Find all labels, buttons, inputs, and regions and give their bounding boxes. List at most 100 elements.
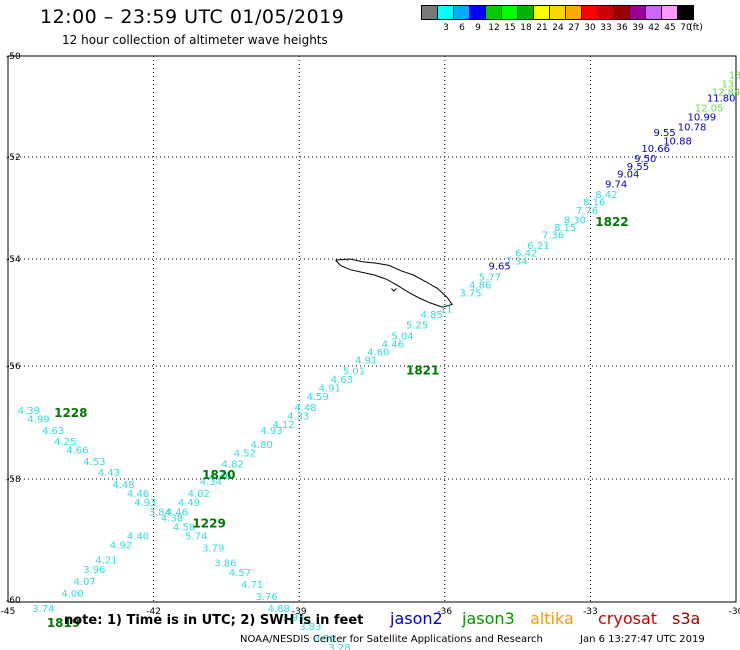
wave-height-label: 12.84 [712, 87, 740, 98]
wave-height-label: 13 [729, 71, 740, 82]
wave-height-label: 4.63 [42, 426, 64, 437]
wave-height-label: 4.49 [178, 498, 200, 509]
wave-height-label: 4.93 [260, 426, 282, 437]
lat-tick-label: -54 [6, 255, 21, 265]
wave-height-label: 4.66 [66, 446, 88, 457]
wave-height-label: 8.16 [583, 197, 605, 208]
wave-height-label: 11.80 [707, 93, 736, 104]
wave-height-label: 3.79 [202, 544, 224, 555]
wave-height-label: 4.46 [127, 489, 149, 500]
wave-height-label: 9.04 [617, 169, 639, 180]
wave-height-label: 4.21 [95, 556, 117, 567]
wave-height-label: 11 [440, 305, 453, 316]
colorbar-swatch [677, 5, 694, 20]
pass-time-label: 1822 [595, 215, 628, 229]
wave-height-label: 9.50 [634, 154, 656, 165]
wave-height-label: 4.33 [287, 412, 309, 423]
lon-tick-label: -30 [729, 607, 740, 617]
wave-height-label: 7.36 [542, 231, 564, 242]
wave-height-label: 4.25 [54, 437, 76, 448]
wave-height-label: 9.65 [488, 262, 510, 273]
wave-height-label: 4.38 [161, 513, 183, 524]
wave-height-label: 7.34 [505, 256, 527, 267]
wave-height-label: 4.88 [268, 604, 290, 615]
pass-time-label: 1821 [406, 363, 439, 377]
map-frame [7, 55, 737, 603]
colorbar-tick-label: 45 [664, 23, 676, 33]
wave-height-label: 5.74 [185, 532, 207, 543]
wave-height-label: 4.99 [27, 415, 49, 426]
satellite-legend-cryosat: cryosat [598, 609, 658, 628]
colorbar-tick-label: 36 [616, 23, 628, 33]
colorbar-tick-label: 27 [568, 23, 580, 33]
colorbar-tick-label: 12 [488, 23, 500, 33]
wave-height-label: 4.48 [112, 480, 134, 491]
colorbar-tick-label: 6 [459, 23, 465, 33]
wave-height-label: 4.86 [469, 280, 491, 291]
colorbar-tick-label: 39 [632, 23, 644, 33]
footer-note: note: 1) Time is in UTC; 2) SWH is in fe… [64, 613, 364, 628]
colorbar-tick-label: 18 [520, 23, 532, 33]
map-title: 12:00 – 23:59 UTC 01/05/2019 [40, 6, 345, 28]
wave-height-label: 4.43 [98, 468, 120, 479]
wave-height-label: 3.74 [32, 604, 54, 615]
wave-height-label: 4.58 [173, 522, 195, 533]
wave-height-label: 9.55 [653, 128, 675, 139]
wave-height-label: 8.15 [554, 223, 576, 234]
lat-tick-label: -56 [6, 362, 21, 372]
lon-tick-label: -33 [583, 607, 598, 617]
satellite-legend-s3a: s3a [672, 609, 701, 628]
colorbar-unit: (ft) [689, 23, 703, 33]
wave-height-colorbar [421, 5, 694, 20]
colorbar-tick-label: 70 [680, 23, 692, 33]
map-subtitle: 12 hour collection of altimeter wave hei… [62, 33, 328, 47]
wave-height-label: 6.42 [515, 248, 537, 259]
wave-height-label: 4.85 [421, 310, 443, 321]
wave-height-label: 4.80 [251, 440, 273, 451]
wave-height-label: 8.42 [595, 190, 617, 201]
colorbar-tick-label: 15 [504, 23, 516, 33]
lon-tick-label: -39 [292, 607, 307, 617]
lon-tick-label: -42 [146, 607, 161, 617]
south-georgia-coastline [335, 258, 453, 308]
wave-height-label: 3.83 [299, 622, 321, 633]
colorbar-tick-label: 21 [536, 23, 548, 33]
wave-height-label: 12.05 [695, 104, 724, 115]
wave-height-label: 4.92 [110, 541, 132, 552]
wave-height-label: 10.99 [687, 113, 716, 124]
islet-outline [391, 288, 397, 292]
wave-height-label: 4.46 [166, 507, 188, 518]
wave-height-label: 4.34 [200, 477, 222, 488]
colorbar-tick-label: 24 [552, 23, 564, 33]
wave-height-label: 5.01 [343, 366, 365, 377]
wave-height-label: 4.02 [188, 489, 210, 500]
wave-height-label: 4.91 [319, 383, 341, 394]
wave-height-label: 10.78 [678, 123, 707, 134]
lon-tick-label: -36 [437, 607, 452, 617]
wave-height-label: 10.88 [663, 136, 692, 147]
wave-height-label: 4.53 [83, 457, 105, 468]
pass-time-label: 1820 [202, 468, 235, 482]
wave-height-label: 4.93 [134, 498, 156, 509]
wave-height-label: 4.71 [241, 580, 263, 591]
wave-height-label: 3.75 [459, 288, 481, 299]
wave-height-label: 4.91 [355, 355, 377, 366]
wave-height-label: 5.25 [406, 321, 428, 332]
wave-height-label: 4.39 [18, 406, 40, 417]
lat-tick-label: -60 [6, 596, 21, 606]
wave-height-label: 5.04 [391, 331, 413, 342]
wave-height-label: 4.07 [74, 577, 96, 588]
colorbar-tick-label: 3 [443, 23, 449, 33]
wave-height-label: 4.82 [222, 460, 244, 471]
colorbar-tick-label: 42 [648, 23, 660, 33]
wave-height-label: 13 [721, 79, 734, 90]
wave-height-label: 4.52 [234, 448, 256, 459]
colorbar-labels: 3 6 9 12 15 18 21 24 27 30 33 36 39 42 45 70 (ft) [422, 23, 740, 37]
lat-tick-label: -58 [6, 475, 21, 485]
wave-height-label: 9.55 [627, 162, 649, 173]
wave-height-label: 7.76 [576, 206, 598, 217]
lat-tick-label: -52 [6, 153, 21, 163]
satellite-legend-jason3: jason3 [462, 609, 515, 628]
lon-tick-label: -45 [1, 607, 16, 617]
